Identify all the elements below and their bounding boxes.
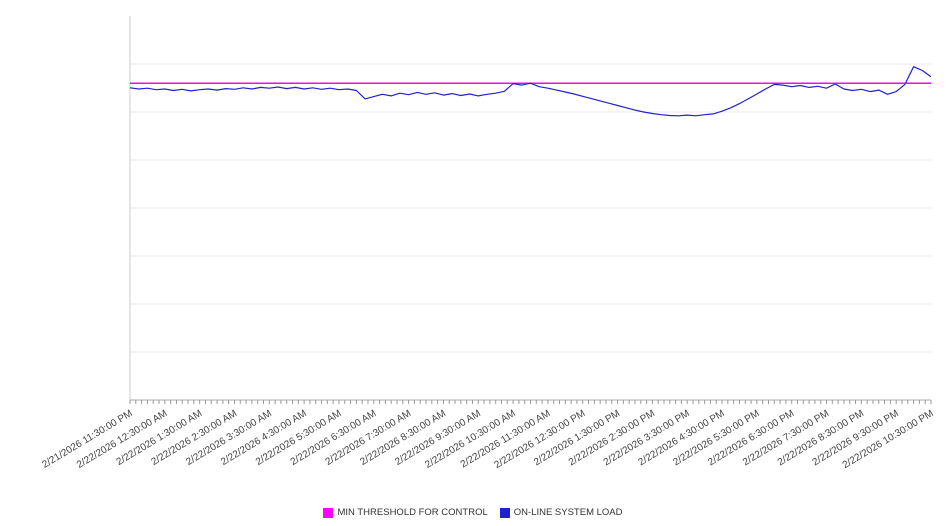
load-swatch (499, 507, 510, 518)
load-line (129, 66, 932, 117)
legend-item-load[interactable]: ON-LINE SYSTEM LOAD (499, 507, 623, 518)
legend-item-threshold[interactable]: MIN THRESHOLD FOR CONTROL (323, 507, 488, 518)
chart-legend: MIN THRESHOLD FOR CONTROL ON-LINE SYSTEM… (0, 507, 946, 518)
legend-label-threshold: MIN THRESHOLD FOR CONTROL (337, 507, 488, 518)
threshold-swatch (323, 507, 334, 518)
line-chart-svg[interactable]: 2/21/2026 11:30:00 PM2/22/2026 12:30:00 … (0, 0, 946, 492)
load-chart[interactable]: 2/21/2026 11:30:00 PM 2/22/2026 12:30:00 … (0, 0, 946, 492)
legend-label-load: ON-LINE SYSTEM LOAD (513, 507, 623, 518)
